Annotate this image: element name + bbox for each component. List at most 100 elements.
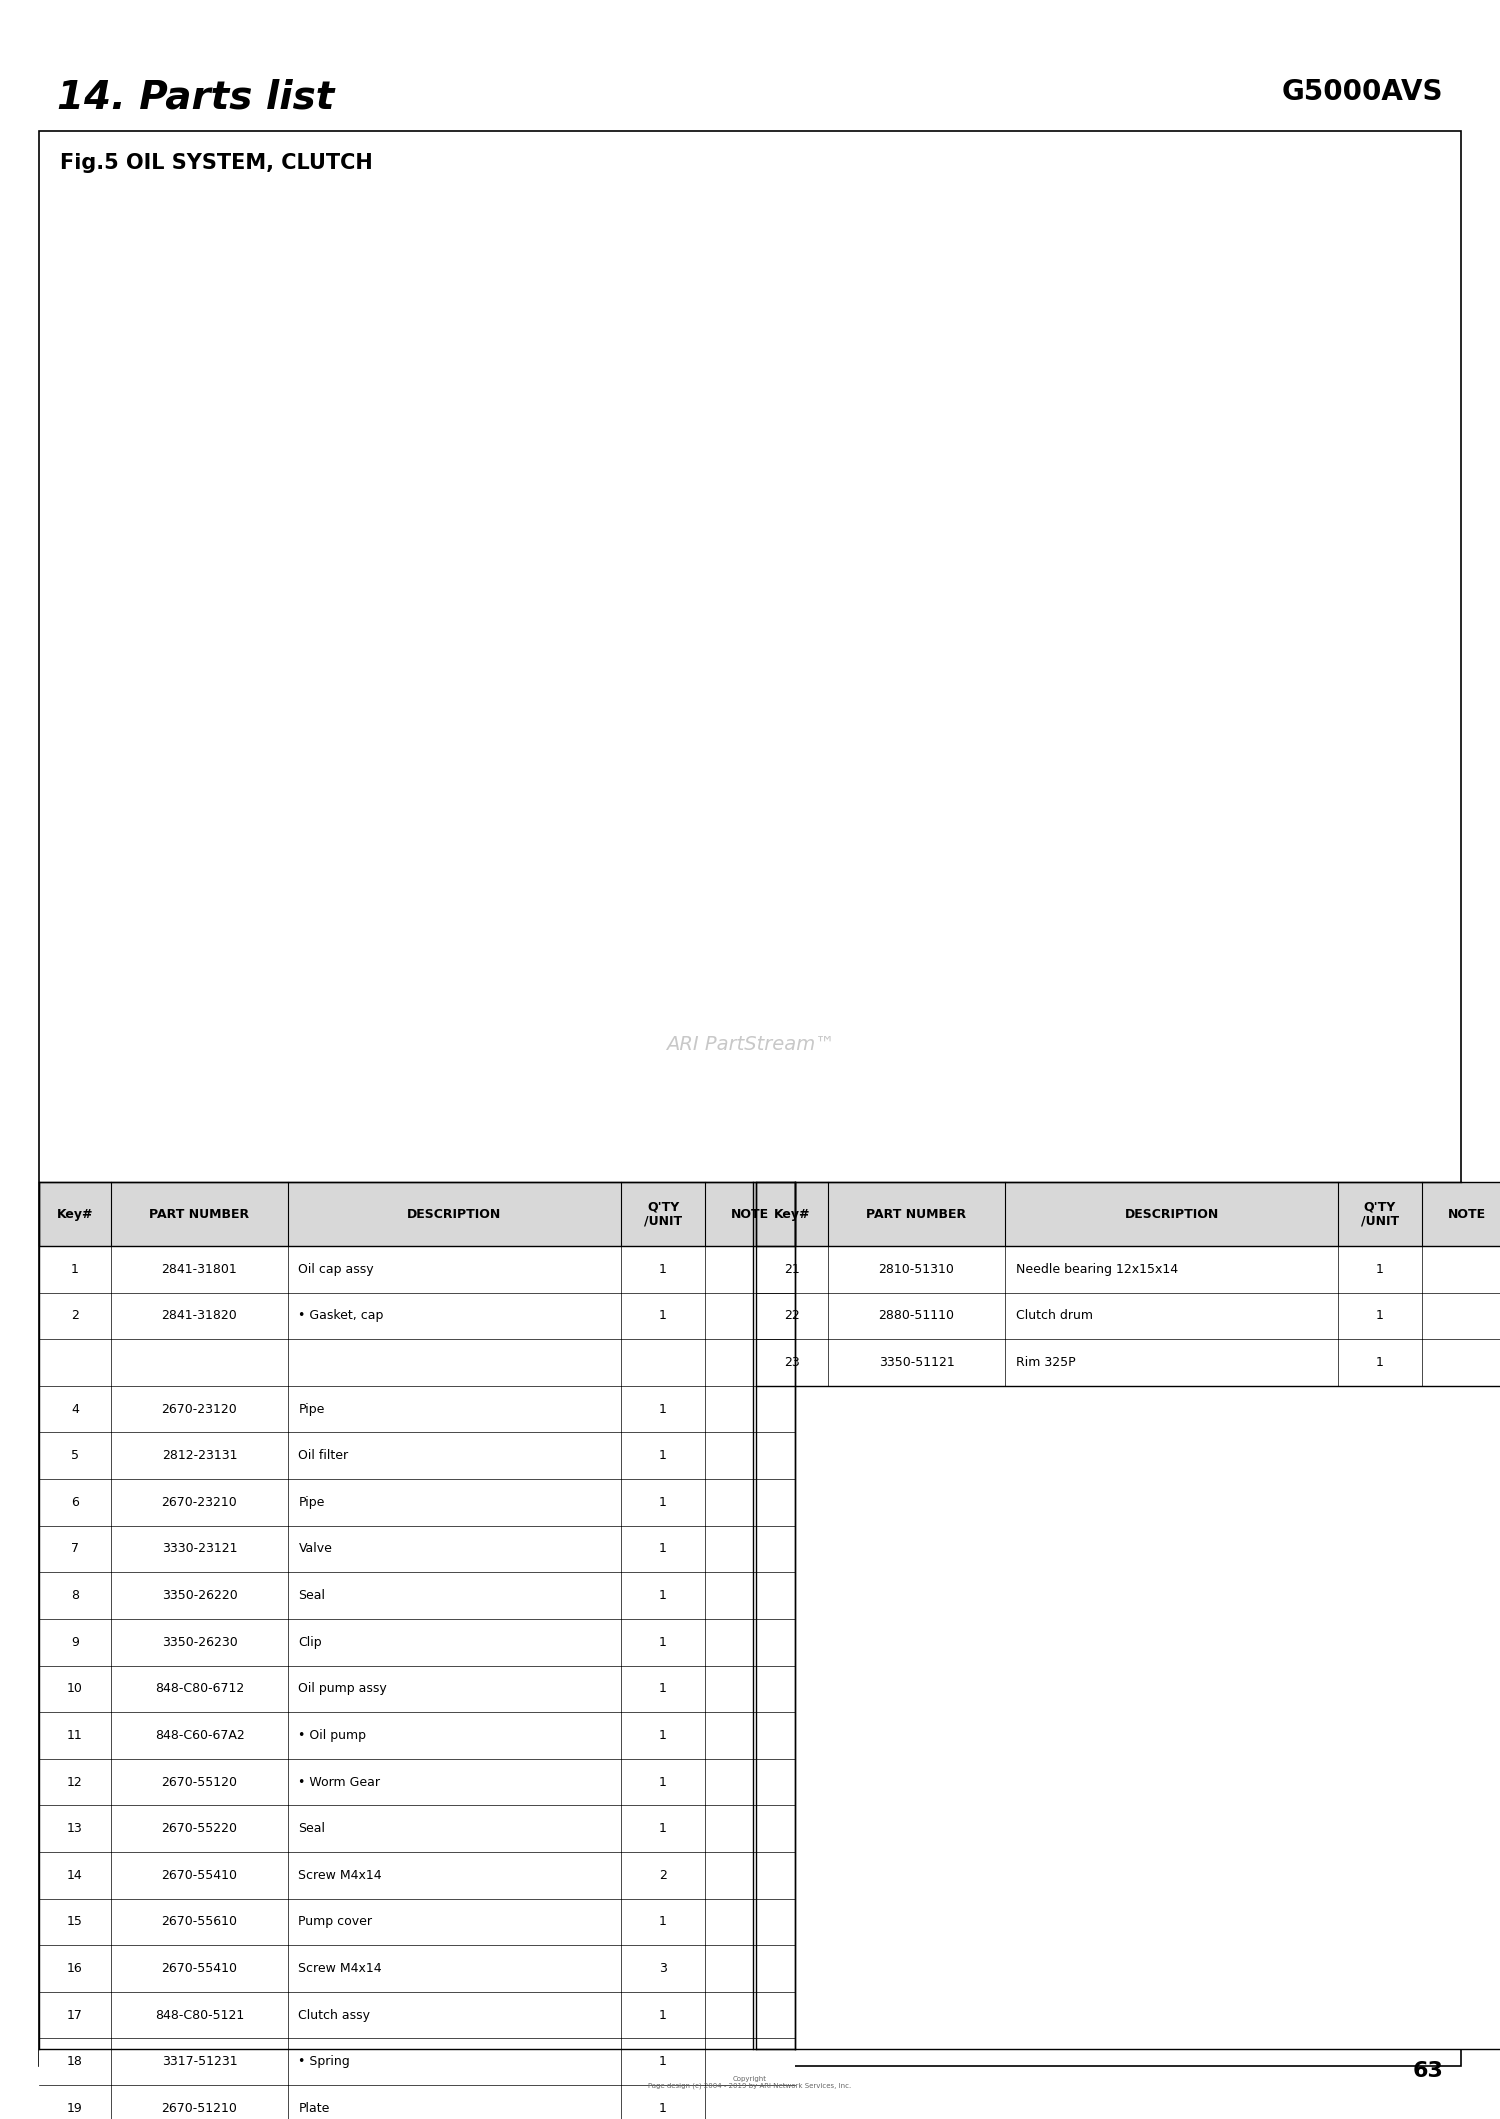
Text: NOTE: NOTE (730, 1208, 770, 1221)
Text: 1: 1 (658, 2102, 668, 2115)
Text: 1: 1 (658, 1636, 668, 1649)
Text: Screw M4x14: Screw M4x14 (298, 1869, 382, 1882)
Text: Oil filter: Oil filter (298, 1449, 348, 1462)
Text: 6: 6 (70, 1496, 80, 1509)
Text: 13: 13 (68, 1822, 82, 1835)
Text: NOTE: NOTE (1448, 1208, 1486, 1221)
Text: ARI PartStream™: ARI PartStream™ (666, 1036, 834, 1053)
Text: 17: 17 (68, 2009, 82, 2022)
Text: 12: 12 (68, 1776, 82, 1788)
Text: 2: 2 (658, 1869, 668, 1882)
Bar (39, 1899, 795, 1945)
Text: 2812-23131: 2812-23131 (162, 1449, 237, 1462)
Text: Pump cover: Pump cover (298, 1916, 372, 1928)
Text: 2841-31801: 2841-31801 (162, 1263, 237, 1276)
Bar (39, 1712, 795, 1759)
Text: 1: 1 (658, 1822, 668, 1835)
Text: 2670-55610: 2670-55610 (162, 1916, 237, 1928)
Text: 15: 15 (68, 1916, 82, 1928)
Text: Valve: Valve (298, 1543, 333, 1555)
Bar (756, 1182, 1500, 1246)
Bar (39, 1293, 795, 1339)
Text: Seal: Seal (298, 1822, 326, 1835)
Text: Needle bearing 12x15x14: Needle bearing 12x15x14 (1016, 1263, 1178, 1276)
Bar (756, 1293, 1500, 1339)
Text: 11: 11 (68, 1729, 82, 1742)
Text: 63: 63 (1412, 2062, 1443, 2081)
Text: 14: 14 (68, 1869, 82, 1882)
Text: 2670-55410: 2670-55410 (162, 1962, 237, 1975)
Text: 1: 1 (658, 1729, 668, 1742)
Text: 1: 1 (658, 1589, 668, 1602)
Bar (756, 1386, 1500, 2049)
Text: Clutch assy: Clutch assy (298, 2009, 370, 2022)
Text: Plate: Plate (298, 2102, 330, 2115)
Bar (39, 1432, 795, 1479)
Bar (39, 1572, 795, 1619)
Bar (39, 1666, 795, 1712)
Text: Screw M4x14: Screw M4x14 (298, 1962, 382, 1975)
Text: 23: 23 (784, 1356, 800, 1369)
Text: 22: 22 (784, 1310, 800, 1322)
Text: 1: 1 (658, 1496, 668, 1509)
Text: 7: 7 (70, 1543, 80, 1555)
Text: 3350-26230: 3350-26230 (162, 1636, 237, 1649)
Text: 1: 1 (658, 1449, 668, 1462)
Text: 4: 4 (70, 1403, 80, 1415)
Text: 2670-55220: 2670-55220 (162, 1822, 237, 1835)
Text: 1: 1 (1376, 1310, 1384, 1322)
Text: • Gasket, cap: • Gasket, cap (298, 1310, 384, 1322)
Bar (39, 2049, 795, 2119)
Text: 2670-23210: 2670-23210 (162, 1496, 237, 1509)
Bar (39, 1526, 795, 1572)
Text: 848-C60-67A2: 848-C60-67A2 (154, 1729, 244, 1742)
Text: 848-C80-6712: 848-C80-6712 (154, 1682, 244, 1695)
Text: 2841-31820: 2841-31820 (162, 1310, 237, 1322)
Text: 16: 16 (68, 1962, 82, 1975)
Text: Q'TY
/UNIT: Q'TY /UNIT (1360, 1201, 1400, 1227)
Bar (39, 1619, 795, 1666)
Text: Copyright
Page design (c) 2004 - 2019 by ARI Network Services, Inc.: Copyright Page design (c) 2004 - 2019 by… (648, 2077, 852, 2089)
Bar (39, 1992, 795, 2038)
Bar (39, 1852, 795, 1899)
Text: Pipe: Pipe (298, 1403, 326, 1415)
Text: 3350-51121: 3350-51121 (879, 1356, 954, 1369)
Text: 2670-51210: 2670-51210 (162, 2102, 237, 2115)
Text: 1: 1 (658, 1543, 668, 1555)
Text: 1: 1 (658, 1403, 668, 1415)
Bar (39, 1945, 795, 1992)
Text: 10: 10 (68, 1682, 82, 1695)
Text: Key#: Key# (774, 1208, 810, 1221)
Text: 3350-26220: 3350-26220 (162, 1589, 237, 1602)
Text: Oil pump assy: Oil pump assy (298, 1682, 387, 1695)
Bar (39, 1386, 795, 1432)
Text: Oil cap assy: Oil cap assy (298, 1263, 374, 1276)
Text: Seal: Seal (298, 1589, 326, 1602)
Text: Pipe: Pipe (298, 1496, 326, 1509)
Text: 21: 21 (784, 1263, 800, 1276)
Text: Rim 325P: Rim 325P (1016, 1356, 1076, 1369)
Bar (756, 1182, 1500, 1246)
Text: 2: 2 (70, 1310, 80, 1322)
Bar (39, 2085, 795, 2119)
Text: 1: 1 (658, 1776, 668, 1788)
Bar (39, 1182, 795, 1246)
Text: 1: 1 (658, 1310, 668, 1322)
Text: • Oil pump: • Oil pump (298, 1729, 366, 1742)
Text: Fig.5 OIL SYSTEM, CLUTCH: Fig.5 OIL SYSTEM, CLUTCH (60, 153, 372, 172)
Bar (39, 1479, 795, 1526)
Text: 1: 1 (658, 2055, 668, 2068)
Bar (756, 1246, 1500, 1293)
Text: 1: 1 (1376, 1356, 1384, 1369)
Text: 8: 8 (70, 1589, 80, 1602)
Text: Q'TY
/UNIT: Q'TY /UNIT (644, 1201, 682, 1227)
Text: 1: 1 (658, 1682, 668, 1695)
Text: 848-C80-5121: 848-C80-5121 (154, 2009, 244, 2022)
Text: 2880-51110: 2880-51110 (879, 1310, 954, 1322)
Bar (39, 1182, 795, 1246)
Text: 1: 1 (1376, 1263, 1384, 1276)
Text: 3330-23121: 3330-23121 (162, 1543, 237, 1555)
Text: 1: 1 (658, 1263, 668, 1276)
Text: 1: 1 (70, 1263, 80, 1276)
Text: • Spring: • Spring (298, 2055, 350, 2068)
